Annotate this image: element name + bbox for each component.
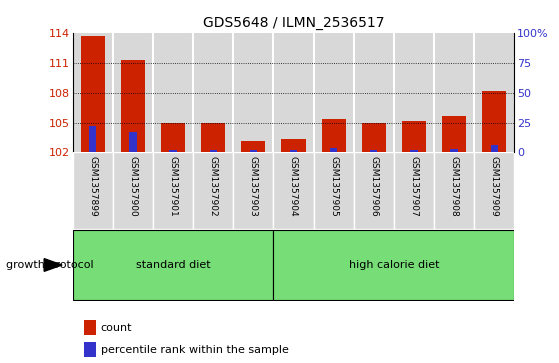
Text: GSM1357905: GSM1357905: [329, 156, 338, 217]
Bar: [84, 320, 96, 335]
Bar: [474, 152, 514, 229]
Bar: [250, 150, 257, 152]
Bar: [113, 33, 153, 152]
Title: GDS5648 / ILMN_2536517: GDS5648 / ILMN_2536517: [203, 16, 384, 30]
Bar: [354, 152, 394, 229]
Text: GSM1357907: GSM1357907: [409, 156, 419, 217]
Text: growth protocol: growth protocol: [6, 260, 93, 270]
Bar: [153, 33, 193, 152]
Text: count: count: [101, 323, 132, 333]
Bar: [290, 150, 297, 152]
Bar: [362, 123, 386, 152]
Bar: [84, 342, 96, 357]
Bar: [73, 152, 113, 229]
Bar: [394, 152, 434, 229]
Bar: [80, 36, 105, 152]
Bar: [169, 150, 177, 152]
Bar: [474, 33, 514, 152]
Text: GSM1357904: GSM1357904: [289, 156, 298, 217]
Bar: [241, 142, 266, 152]
Text: GSM1357909: GSM1357909: [490, 156, 499, 217]
Bar: [281, 139, 306, 152]
Bar: [410, 150, 418, 152]
Bar: [193, 152, 233, 229]
Text: GSM1357908: GSM1357908: [449, 156, 458, 217]
Text: standard diet: standard diet: [136, 260, 210, 270]
Bar: [442, 115, 466, 152]
Bar: [273, 152, 314, 229]
Text: GSM1357903: GSM1357903: [249, 156, 258, 217]
Bar: [273, 230, 514, 300]
Bar: [273, 33, 314, 152]
Text: GSM1357900: GSM1357900: [129, 156, 138, 217]
Bar: [402, 121, 426, 152]
Bar: [201, 123, 225, 152]
Bar: [193, 33, 233, 152]
Bar: [321, 119, 345, 152]
Bar: [314, 152, 354, 229]
Text: percentile rank within the sample: percentile rank within the sample: [101, 345, 288, 355]
Text: GSM1357906: GSM1357906: [369, 156, 378, 217]
Bar: [451, 149, 458, 152]
Bar: [394, 33, 434, 152]
Bar: [354, 33, 394, 152]
Bar: [434, 33, 474, 152]
Polygon shape: [44, 258, 62, 272]
Bar: [370, 150, 377, 152]
Bar: [491, 145, 498, 152]
Bar: [73, 33, 113, 152]
Text: GSM1357901: GSM1357901: [168, 156, 178, 217]
Text: GSM1357899: GSM1357899: [88, 156, 97, 217]
Bar: [330, 148, 337, 152]
Bar: [210, 150, 217, 152]
Text: GSM1357902: GSM1357902: [209, 156, 217, 217]
Bar: [233, 33, 273, 152]
Bar: [129, 132, 136, 152]
Bar: [233, 152, 273, 229]
Bar: [161, 123, 185, 152]
Bar: [113, 152, 153, 229]
Bar: [73, 230, 273, 300]
Bar: [314, 33, 354, 152]
Bar: [89, 126, 96, 152]
Bar: [121, 60, 145, 152]
Bar: [434, 152, 474, 229]
Bar: [482, 91, 506, 152]
Text: high calorie diet: high calorie diet: [349, 260, 439, 270]
Bar: [153, 152, 193, 229]
